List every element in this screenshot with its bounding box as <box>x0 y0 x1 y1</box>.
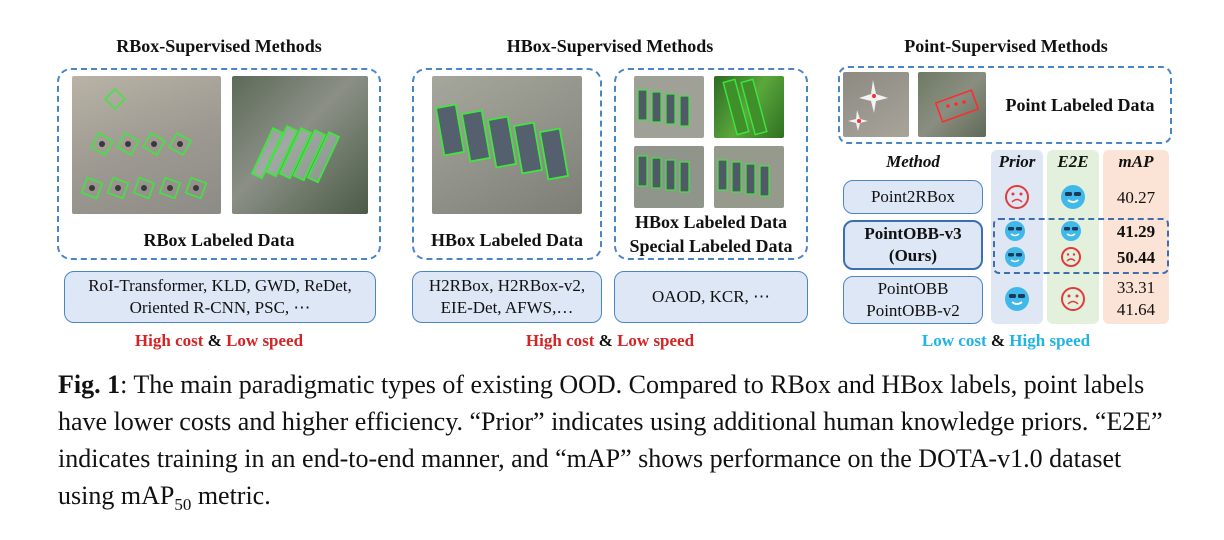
method-pointobb-v3-line-1: PointOBB-v3 <box>864 224 962 243</box>
rbox-airplane-image <box>72 76 221 214</box>
rbox-speed-label: Low speed <box>226 331 304 350</box>
point-section-title: Point-Supervised Methods <box>904 36 1108 56</box>
hbox-solar-small-1 <box>634 76 704 138</box>
hbox-section-title: HBox-Supervised Methods <box>506 36 714 56</box>
hbox-methods-box-1: H2RBox, H2RBox-v2, EIE-Det, AFWS,… <box>412 271 602 323</box>
ours-highlight-box <box>993 218 1169 274</box>
point-cost-label: Low cost <box>921 331 987 350</box>
hbox-speed-label: Low speed <box>617 331 695 350</box>
map-point2rbox: 40.27 <box>1116 188 1156 207</box>
prior-cool-face-icon-1 <box>1005 221 1025 241</box>
method-pointobb-line-1: PointOBB <box>877 279 949 298</box>
rbox-cost-speed: High cost & Low speed <box>60 331 378 351</box>
hbox-special-line-1: HBox Labeled Data <box>634 212 787 232</box>
hbox-amp: & <box>598 331 613 350</box>
header-prior: Prior <box>998 152 1036 171</box>
hbox-cost-speed: High cost & Low speed <box>410 331 810 351</box>
point-speed-label: High speed <box>1009 331 1091 350</box>
hbox-solar-small-2 <box>634 146 704 208</box>
hbox-cucumber-image <box>714 76 784 138</box>
hbox-methods-line-1: H2RBox, H2RBox-v2, <box>428 276 586 295</box>
header-map: mAP <box>1118 152 1154 171</box>
rbox-section-title: RBox-Supervised Methods <box>116 36 322 56</box>
method-pointobb-v3-line-2: (Ours) <box>888 246 938 265</box>
hbox-data-label: HBox Labeled Data <box>430 230 583 250</box>
point-amp: & <box>990 331 1006 350</box>
rbox-amp: & <box>207 331 222 350</box>
map-column-bg <box>1103 150 1169 324</box>
map-pointobb-a: 33.31 <box>1116 278 1156 297</box>
e2e-cool-face-icon <box>1061 185 1085 209</box>
header-e2e: E2E <box>1057 152 1089 171</box>
prior-cool-face-icon-3 <box>1005 287 1029 311</box>
prior-cool-face-icon-2 <box>1005 247 1025 267</box>
map-pointobb-v3-b: 50.44 <box>1116 248 1156 267</box>
hbox-data-panel-1 <box>412 68 602 260</box>
hbox-data-panel-2 <box>614 68 808 260</box>
hbox-special-line-2: Special Labeled Data <box>629 236 793 256</box>
caption-text: : The main paradigmatic types of existin… <box>58 370 1163 510</box>
method-pointobb-line-2: PointOBB-v2 <box>866 301 960 320</box>
caption-subscript: 50 <box>174 495 192 515</box>
point-parking-image <box>918 72 986 137</box>
e2e-cool-face-icon-2 <box>1061 221 1081 241</box>
hbox-cost-label: High cost <box>525 331 595 350</box>
point-cost-speed: Low cost & High speed <box>838 331 1174 351</box>
point-data-label: Point Labeled Data <box>1005 95 1155 115</box>
rbox-cost-label: High cost <box>134 331 204 350</box>
hbox-solar-small-3 <box>714 146 784 208</box>
point-airplane-image <box>843 72 909 137</box>
hbox-solar-image <box>432 76 582 214</box>
hbox-methods-line-2: EIE-Det, AFWS,… <box>440 298 574 317</box>
figure-caption: Fig. 1: The main paradigmatic types of e… <box>58 366 1178 523</box>
header-method: Method <box>886 152 940 171</box>
caption-tail: metric. <box>191 481 271 510</box>
map-pointobb-b: 41.64 <box>1116 300 1156 319</box>
e2e-sad-face-icon-1 <box>1061 247 1081 267</box>
method-point2rbox: Point2RBox <box>843 180 983 214</box>
method-pointobb: PointOBB PointOBB-v2 <box>843 276 983 324</box>
rbox-parking-image <box>232 76 368 214</box>
e2e-sad-face-icon-2 <box>1061 287 1085 311</box>
rbox-data-label: RBox Labeled Data <box>143 230 295 250</box>
prior-sad-face-icon <box>1005 185 1029 209</box>
hbox-methods-box-2: OAOD, KCR, ⋯ <box>614 271 808 323</box>
rbox-methods-line-1: RoI-Transformer, KLD, GWD, ReDet, <box>88 276 352 295</box>
rbox-data-panel <box>57 68 381 260</box>
rbox-methods-line-2: Oriented R-CNN, PSC, ⋯ <box>129 298 311 317</box>
caption-label: Fig. 1 <box>58 370 121 399</box>
hbox-special-data-label: HBox Labeled Data Special Labeled Data <box>614 210 808 258</box>
rbox-methods-box: RoI-Transformer, KLD, GWD, ReDet, Orient… <box>64 271 376 323</box>
map-pointobb-v3-a: 41.29 <box>1116 222 1156 241</box>
method-pointobb-v3: PointOBB-v3 (Ours) <box>843 220 983 270</box>
point-data-panel <box>838 66 1172 144</box>
